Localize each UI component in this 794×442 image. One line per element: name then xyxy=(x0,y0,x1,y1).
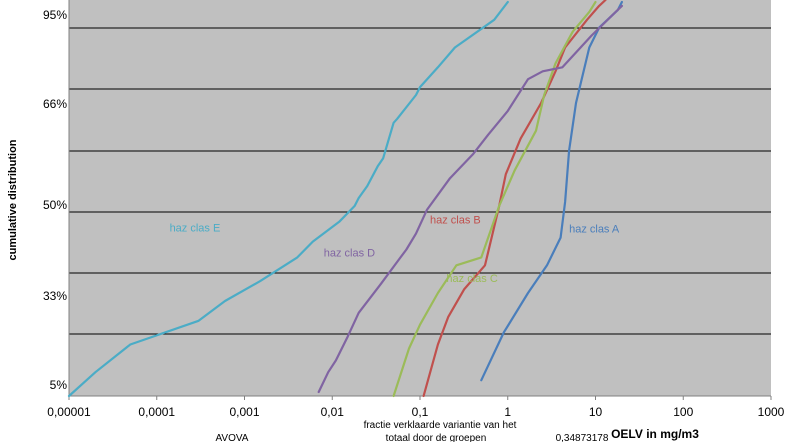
series-label: haz clas D xyxy=(324,248,375,260)
plot-area xyxy=(69,0,771,396)
x-tick-label: 0,01 xyxy=(321,405,345,419)
series-line-3 xyxy=(317,4,624,394)
x-tick-label: 1 xyxy=(504,405,511,419)
series-label: haz clas A xyxy=(569,223,620,235)
series-layer xyxy=(67,0,624,398)
series-labels: haz clas A haz clas B haz clas C haz clas D… xyxy=(170,214,620,285)
y-tick-labels: 95% 66% 50% 33% 5% xyxy=(43,8,67,392)
x-tick-labels: 0,00001 0,0001 0,001 0,01 0,1 1 10 100 1000 xyxy=(47,405,784,419)
series-line-2 xyxy=(392,0,597,398)
x-tick-label: 0,0001 xyxy=(138,405,175,419)
series-label: haz clas B xyxy=(430,214,481,226)
grid-lines xyxy=(68,0,771,397)
x-tick-label: 0,00001 xyxy=(47,405,91,419)
x-tick-label: 1000 xyxy=(758,405,785,419)
series-label: haz clas E xyxy=(170,222,221,234)
annotation-variance-value: 0,34873178 xyxy=(556,433,609,442)
annotation-variance-line1: fractie verklaarde variantie van het xyxy=(364,420,517,431)
series-line-1 xyxy=(422,0,607,398)
y-tick-label: 66% xyxy=(43,97,67,111)
x-tick-label: 0,001 xyxy=(229,405,259,419)
x-axis-title: OELV in mg/m3 xyxy=(611,427,699,441)
y-tick-label: 95% xyxy=(43,8,67,22)
x-tick-label: 100 xyxy=(673,405,693,419)
y-tick-label: 50% xyxy=(43,198,67,212)
x-tick-label: 0,1 xyxy=(412,405,429,419)
annotation-variance-line2: totaal door de groepen xyxy=(386,433,487,442)
y-axis-title: cumulative distribution xyxy=(7,139,19,260)
annotation-avova: AVOVA xyxy=(216,433,249,442)
x-tick-label: 10 xyxy=(589,405,603,419)
y-tick-label: 5% xyxy=(50,378,68,392)
series-label: haz clas C xyxy=(446,273,497,285)
x-tick-marks xyxy=(68,396,772,400)
series-line-4 xyxy=(67,0,509,398)
y-tick-label: 33% xyxy=(43,289,67,303)
